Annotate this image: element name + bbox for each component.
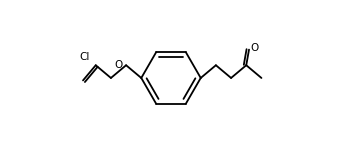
Text: O: O (114, 60, 122, 70)
Text: O: O (250, 43, 259, 53)
Text: Cl: Cl (79, 52, 89, 62)
